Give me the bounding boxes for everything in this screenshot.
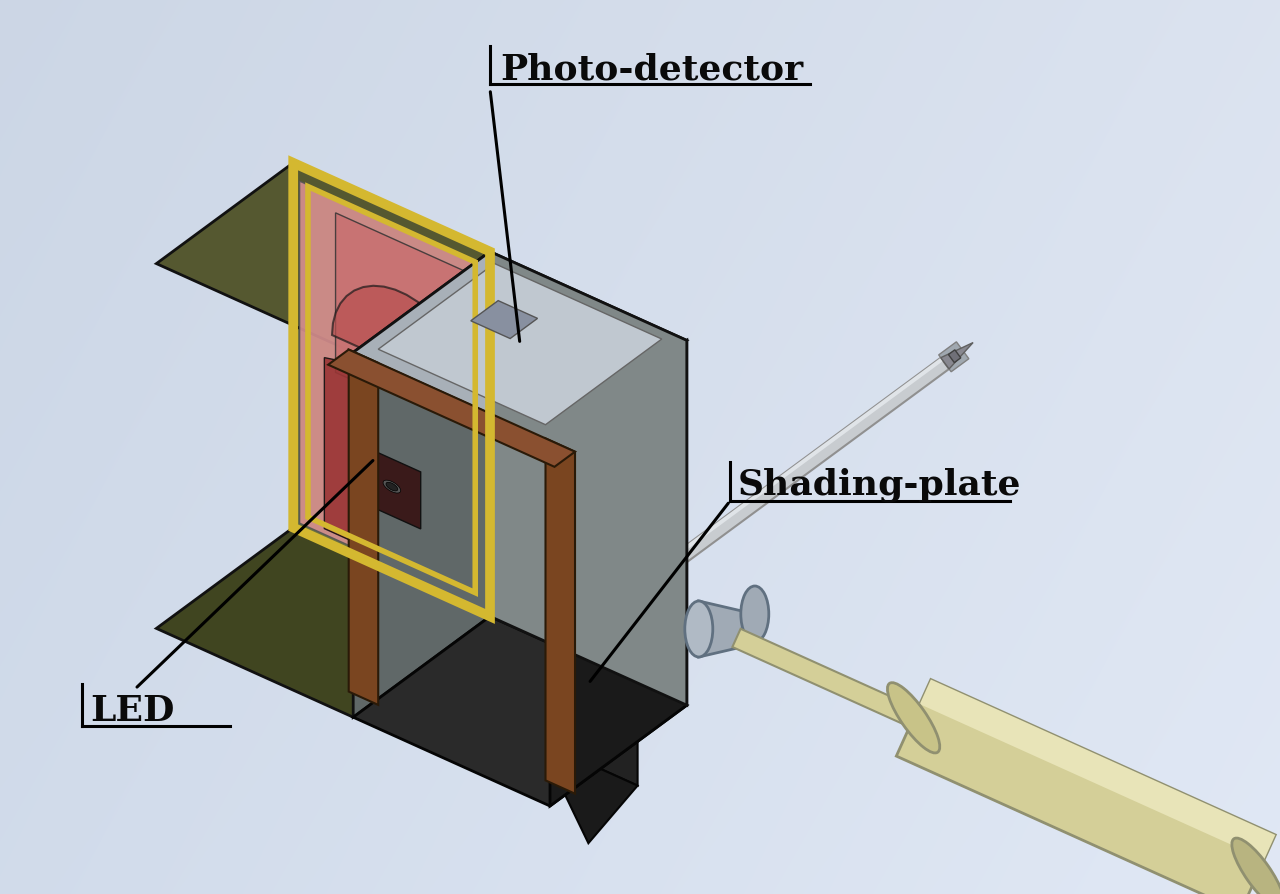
Polygon shape xyxy=(545,438,575,794)
Polygon shape xyxy=(378,264,662,425)
Polygon shape xyxy=(353,251,687,442)
Polygon shape xyxy=(293,163,490,616)
Polygon shape xyxy=(362,445,421,529)
Polygon shape xyxy=(387,482,398,491)
Polygon shape xyxy=(550,341,687,806)
Polygon shape xyxy=(353,251,490,717)
Polygon shape xyxy=(383,480,401,493)
Text: LED: LED xyxy=(90,694,174,728)
Polygon shape xyxy=(539,741,637,843)
Polygon shape xyxy=(490,251,687,705)
Text: Shading-plate: Shading-plate xyxy=(739,467,1021,502)
Polygon shape xyxy=(300,181,476,603)
Polygon shape xyxy=(938,342,969,372)
Polygon shape xyxy=(335,213,463,430)
Polygon shape xyxy=(732,628,918,727)
Ellipse shape xyxy=(887,683,940,753)
Polygon shape xyxy=(896,679,1275,894)
Polygon shape xyxy=(348,350,378,704)
Polygon shape xyxy=(353,616,687,806)
Polygon shape xyxy=(699,601,755,657)
Polygon shape xyxy=(471,300,538,339)
Ellipse shape xyxy=(1231,838,1280,894)
Polygon shape xyxy=(156,527,490,717)
Polygon shape xyxy=(564,358,943,638)
Text: Photo-detector: Photo-detector xyxy=(500,52,803,86)
Polygon shape xyxy=(156,163,490,352)
Polygon shape xyxy=(332,286,470,397)
Polygon shape xyxy=(328,350,575,467)
Polygon shape xyxy=(539,638,637,786)
Polygon shape xyxy=(920,679,1275,859)
Polygon shape xyxy=(941,342,973,369)
Ellipse shape xyxy=(741,586,769,642)
Polygon shape xyxy=(564,358,948,646)
Polygon shape xyxy=(324,358,462,591)
Polygon shape xyxy=(948,350,961,363)
Ellipse shape xyxy=(685,601,713,657)
